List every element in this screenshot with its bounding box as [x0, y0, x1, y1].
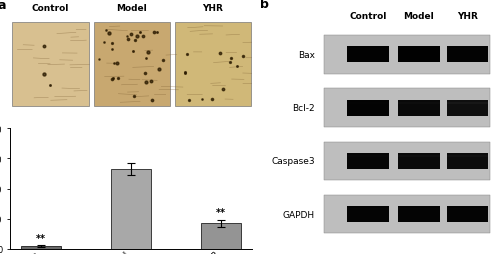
Bar	[348, 49, 389, 51]
Text: Model: Model	[404, 12, 434, 21]
Bar	[446, 102, 488, 104]
Bar	[175, 23, 251, 107]
Bar	[446, 209, 488, 210]
Text: b: b	[260, 0, 268, 11]
Text: YHR: YHR	[202, 4, 224, 13]
Text: **: **	[216, 208, 226, 217]
Bar	[348, 102, 389, 104]
Bar	[111, 169, 152, 249]
Bar	[21, 246, 61, 249]
Bar	[12, 23, 89, 107]
Bar	[446, 153, 488, 169]
Text: Control: Control	[350, 12, 387, 21]
Text: Caspase3: Caspase3	[272, 157, 315, 166]
Bar	[398, 49, 440, 51]
Bar	[398, 155, 440, 157]
Bar	[348, 155, 389, 157]
Text: **: **	[36, 233, 46, 243]
Bar	[446, 47, 488, 63]
Bar	[446, 49, 488, 51]
Bar	[446, 155, 488, 157]
Bar	[398, 102, 440, 104]
Bar	[94, 23, 170, 107]
Bar	[398, 47, 440, 63]
Bar	[398, 100, 440, 116]
Bar	[324, 195, 490, 233]
Text: a: a	[0, 0, 6, 12]
Bar	[348, 153, 389, 169]
Bar	[348, 100, 389, 116]
Bar	[398, 209, 440, 210]
Text: Bax: Bax	[298, 51, 315, 60]
Bar	[324, 89, 490, 127]
Bar	[348, 209, 389, 210]
Bar	[446, 207, 488, 223]
Text: GAPDH: GAPDH	[283, 210, 315, 219]
Bar	[348, 47, 389, 63]
Text: Model: Model	[116, 4, 147, 13]
Bar	[324, 36, 490, 74]
Bar	[398, 153, 440, 169]
Text: Bcl-2: Bcl-2	[292, 104, 315, 113]
Bar	[348, 207, 389, 223]
Text: Control: Control	[32, 4, 70, 13]
Bar	[324, 142, 490, 180]
Bar	[398, 207, 440, 223]
Bar	[201, 224, 241, 249]
Text: YHR: YHR	[457, 12, 477, 21]
Bar	[446, 100, 488, 116]
